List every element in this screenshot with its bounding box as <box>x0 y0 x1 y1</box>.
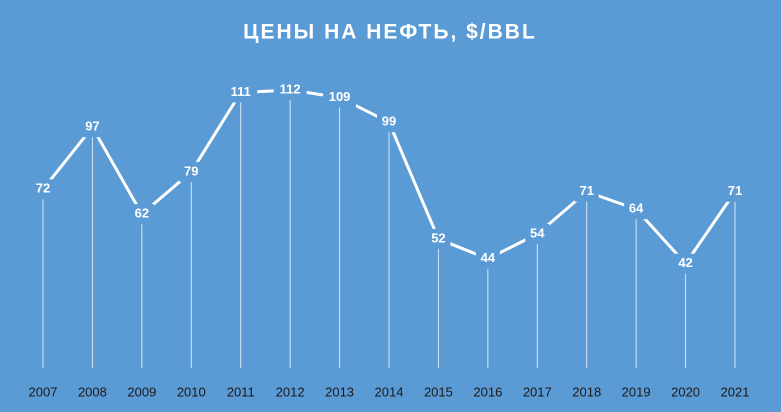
value-label: 54 <box>530 225 545 240</box>
label-bg <box>179 161 204 182</box>
value-label: 52 <box>431 230 445 245</box>
chart-title: ЦЕНЫ НА НЕФТЬ, $/BBL <box>243 21 537 44</box>
label-bg <box>574 181 599 202</box>
x-tick-label: 2015 <box>424 384 453 399</box>
x-tick-label: 2013 <box>325 384 354 399</box>
value-label: 97 <box>85 119 99 134</box>
value-label: 109 <box>329 89 351 104</box>
label-bg <box>323 87 357 108</box>
label-bg <box>723 181 747 202</box>
value-label: 72 <box>36 181 50 196</box>
label-bg <box>377 112 401 133</box>
label-bg <box>224 82 258 103</box>
label-bg <box>426 228 451 249</box>
x-tick-label: 2019 <box>622 384 651 399</box>
x-tick-label: 2021 <box>721 384 750 399</box>
label-bg <box>129 204 154 225</box>
value-label: 62 <box>135 206 149 221</box>
value-label: 42 <box>678 255 692 270</box>
value-label: 111 <box>231 84 251 99</box>
x-tick-label: 2017 <box>523 384 552 399</box>
value-label: 79 <box>184 163 198 178</box>
label-bg <box>80 117 105 138</box>
label-bg <box>475 248 500 269</box>
value-label: 44 <box>481 250 496 265</box>
x-tick-label: 2010 <box>177 384 206 399</box>
label-bg <box>525 223 550 244</box>
x-tick-label: 2009 <box>127 384 156 399</box>
label-bg <box>273 80 307 100</box>
x-tick-label: 2020 <box>671 384 700 399</box>
label-bg <box>673 253 698 274</box>
x-tick-label: 2007 <box>29 384 58 399</box>
value-label: 71 <box>579 183 593 198</box>
x-tick-label: 2012 <box>276 384 305 399</box>
x-tick-label: 2018 <box>572 384 601 399</box>
value-label: 71 <box>728 183 742 198</box>
value-label: 64 <box>629 201 644 216</box>
value-label: 112 <box>280 81 301 96</box>
x-tick-label: 2011 <box>227 384 255 399</box>
value-label: 99 <box>382 114 396 129</box>
label-bg <box>31 179 55 200</box>
label-bg <box>624 199 649 220</box>
x-tick-label: 2016 <box>473 384 502 399</box>
x-tick-label: 2014 <box>375 384 404 399</box>
x-tick-label: 2008 <box>78 384 107 399</box>
